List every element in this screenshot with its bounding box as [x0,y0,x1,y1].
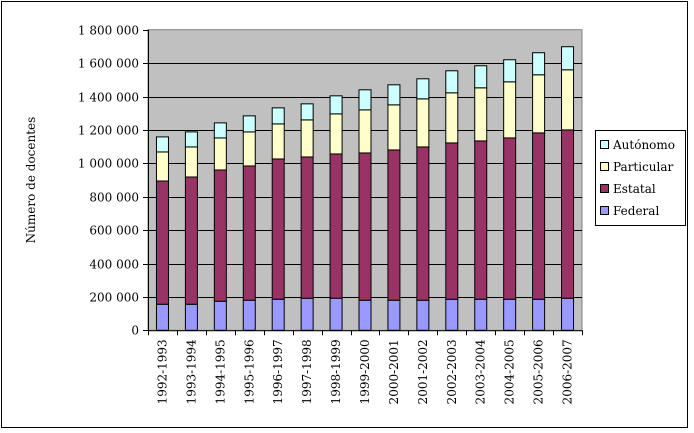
bar-segment-autonomo [242,115,256,133]
bar-segment-particular [445,92,459,144]
bar-segment-federal [387,299,401,331]
y-tick-label: 1 600 000 [78,57,139,71]
bar-segment-federal [213,300,227,331]
bar-segment-federal [532,298,546,331]
bar-segment-federal [445,298,459,331]
bar-segment-federal [242,299,256,331]
bar-segment-particular [271,123,285,160]
x-tick-label: 1995-1996 [242,339,256,404]
bar-segment-estatal [271,158,285,300]
bar-segment-particular [213,137,227,171]
bar-segment-autonomo [155,136,169,153]
bar-segment-federal [184,303,198,331]
x-tick-label: 2002-2003 [445,339,459,404]
legend-swatch [600,140,609,149]
y-tick-label: 1 000 000 [78,157,139,171]
bar-segment-estatal [503,137,517,300]
bar-segment-estatal [300,156,314,299]
bar-segment-estatal [155,180,169,305]
bar-segment-particular [300,119,314,158]
legend-box [595,130,686,226]
legend-swatch [600,162,609,171]
legend: Autónomo Particular Estatal Federal [595,130,686,226]
x-tick-label: 2000-2001 [387,339,401,404]
x-tick-label: 2005-2006 [532,339,546,404]
bar-segment-federal [416,299,430,331]
y-tick-label: 1 400 000 [78,91,139,105]
bar-segment-particular [155,151,169,182]
bar-segment-particular [474,87,488,142]
bar-segment-estatal [358,152,372,301]
bar-segment-federal [300,297,314,331]
y-tick-label: 1 800 000 [78,24,139,38]
y-tick-label: 0 [131,324,139,338]
x-tick-label: 2004-2005 [503,339,517,404]
y-tick-label: 400 000 [89,258,139,272]
x-tick-label: 1997-1998 [300,339,314,404]
bar-segment-particular [387,104,401,151]
bar-segment-estatal [445,142,459,300]
x-tick-label: 2001-2002 [416,339,430,404]
bar-segment-autonomo [561,46,575,71]
x-tick-label: 1996-1997 [271,339,285,404]
bar-segment-autonomo [503,59,517,83]
bar-segment-federal [155,303,169,331]
x-tick-label: 2006-2007 [561,339,575,404]
bar-segment-federal [329,297,343,331]
legend-label: Estatal [613,182,656,196]
bar-segment-particular [416,98,430,148]
bar-segment-federal [474,298,488,331]
bar-segment-autonomo [300,103,314,121]
bar-segment-estatal [329,153,343,299]
bar-segment-estatal [184,176,198,305]
x-tick-label: 1998-1999 [329,339,343,404]
bar-segment-estatal [242,165,256,301]
y-axis-label: Número de docentes [24,117,38,244]
bar-segment-federal [358,299,372,331]
bar-segment-autonomo [416,78,430,100]
bar-segment-particular [329,113,343,155]
bar-segment-estatal [474,140,488,300]
bar-segment-autonomo [445,70,459,94]
bar-segment-particular [532,74,546,134]
bar-segment-federal [503,298,517,331]
x-tick-label: 1993-1994 [184,339,198,404]
bar-segment-autonomo [271,107,285,125]
bar-segment-particular [503,81,517,139]
bar-segment-autonomo [532,52,546,76]
x-tick-label: 1994-1995 [213,339,227,404]
bar-segment-autonomo [358,89,372,111]
y-tick-label: 800 000 [89,191,139,205]
legend-swatch [600,184,609,193]
bar-segment-particular [184,146,198,178]
bar-segment-federal [561,297,575,331]
legend-swatch [600,206,609,215]
bar-segment-estatal [532,132,546,300]
legend-label: Federal [613,204,659,218]
x-tick-label: 1992-1993 [155,339,169,404]
bar-segment-autonomo [474,65,488,89]
bar-segment-estatal [213,169,227,302]
y-tick-label: 600 000 [89,224,139,238]
bar-segment-autonomo [213,122,227,139]
bar-segment-particular [242,131,256,167]
x-tick-label: 1999-2000 [358,339,372,404]
y-tick-label: 200 000 [89,291,139,305]
bar-segment-estatal [561,129,575,299]
y-tick-label: 1 200 000 [78,124,139,138]
bar-segment-federal [271,298,285,331]
bar-segment-estatal [387,149,401,301]
legend-label: Autónomo [612,138,675,152]
bar-segment-autonomo [329,95,343,115]
x-tick-label: 2003-2004 [474,339,488,404]
bar-segment-particular [561,69,575,131]
bar-segment-autonomo [387,84,401,106]
bar-segment-autonomo [184,131,198,148]
bar-segment-particular [358,109,372,154]
legend-label: Particular [613,160,674,174]
bar-segment-estatal [416,146,430,301]
